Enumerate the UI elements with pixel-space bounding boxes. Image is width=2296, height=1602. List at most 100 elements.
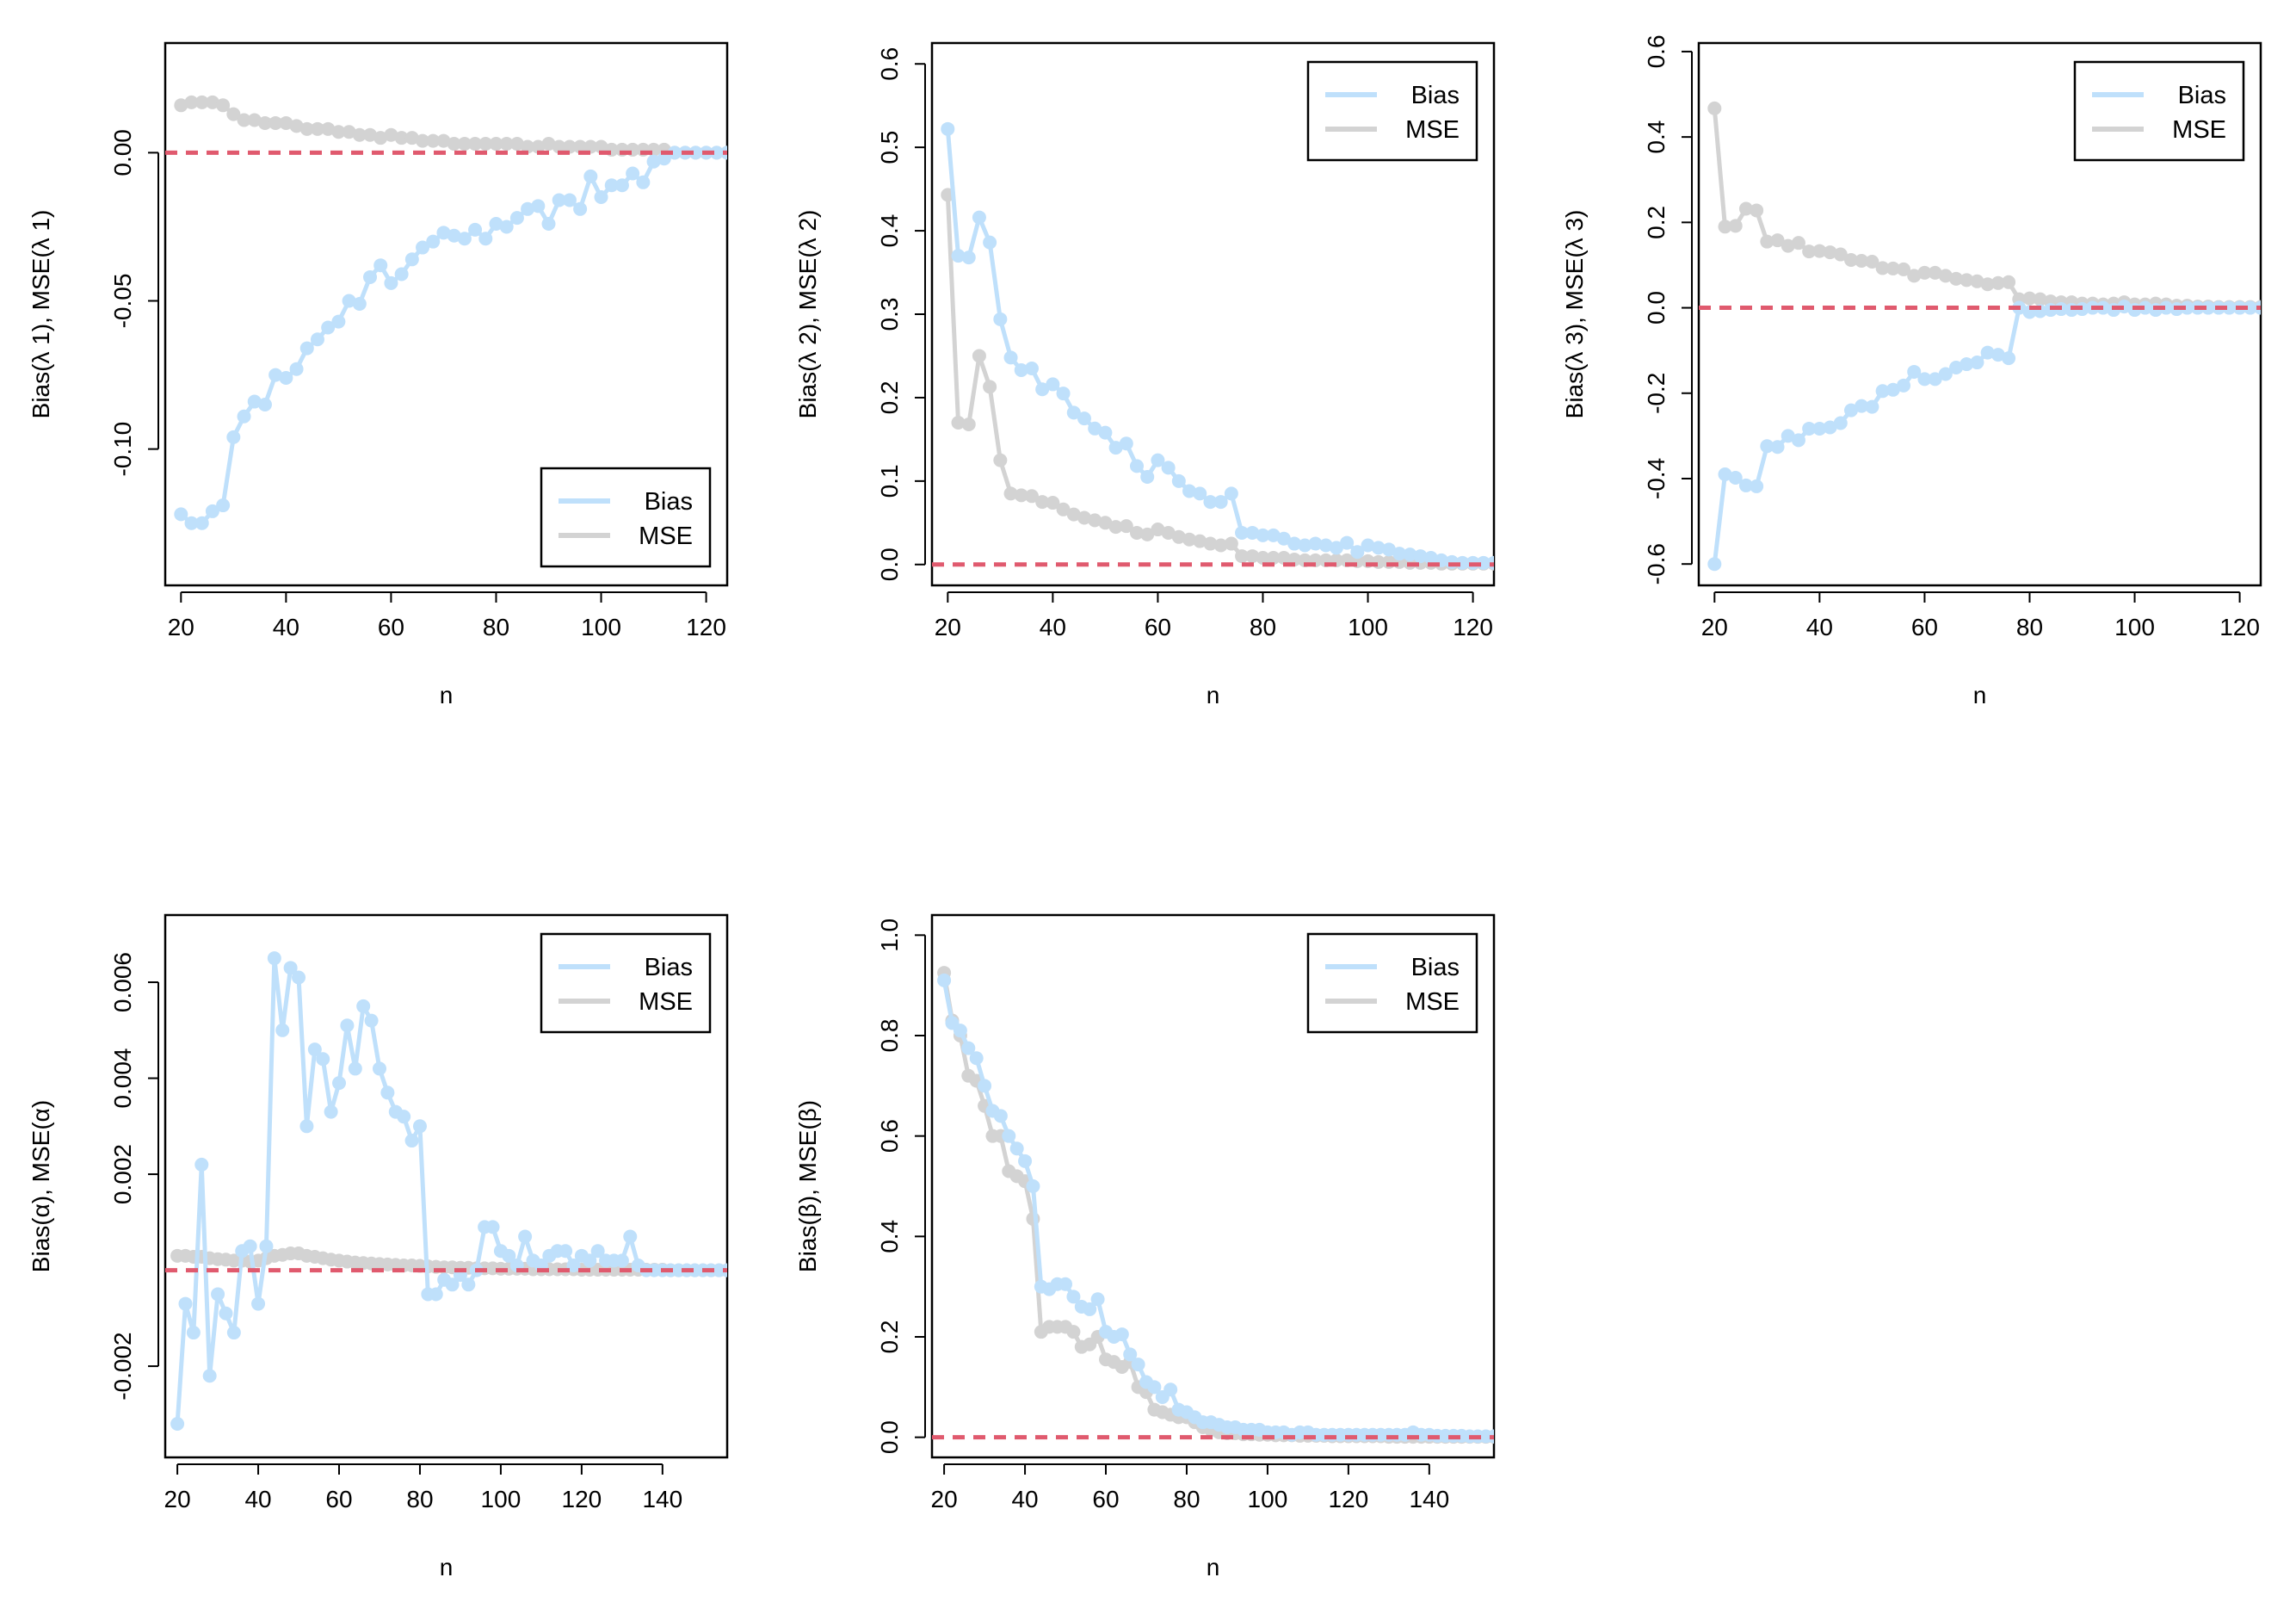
legend-label-bias: Bias: [1411, 82, 1460, 109]
data-point-bias: [226, 430, 241, 444]
data-point-mse: [1203, 536, 1218, 551]
y-tick-label: 0.6: [876, 1119, 903, 1153]
data-point-mse: [1728, 219, 1743, 233]
data-point-bias: [961, 1041, 976, 1055]
data-point-bias: [283, 961, 298, 975]
data-point-bias: [310, 332, 324, 347]
data-point-mse: [1917, 265, 1932, 280]
data-point-bias: [1843, 403, 1858, 418]
data-point-bias: [1163, 1382, 1178, 1397]
data-point-bias: [1928, 372, 1942, 387]
legend-label-mse: MSE: [1405, 988, 1460, 1016]
data-point-bias: [1707, 557, 1722, 572]
data-point-bias: [1171, 473, 1186, 488]
data-point-bias: [541, 217, 556, 231]
data-point-mse: [1907, 269, 1922, 283]
x-tick-label: 120: [686, 614, 726, 640]
data-point-mse: [1823, 245, 1837, 260]
data-point-mse: [1865, 254, 1879, 269]
data-point-mse: [1980, 277, 1995, 292]
data-point-bias: [636, 175, 651, 189]
data-point-bias: [1151, 453, 1165, 467]
x-tick-label: 40: [1040, 614, 1066, 640]
legend-box: [540, 932, 712, 1034]
data-point-bias: [216, 498, 231, 513]
data-point-bias: [983, 235, 997, 250]
data-point-bias: [1108, 441, 1123, 455]
x-tick-label: 40: [273, 614, 299, 640]
data-point-bias: [993, 1109, 1008, 1123]
data-point-mse: [1875, 261, 1890, 275]
data-point-mse: [1770, 233, 1785, 248]
data-point-bias: [1781, 429, 1795, 443]
data-point-bias: [1046, 377, 1060, 392]
data-point-bias: [1245, 525, 1260, 540]
data-point-bias: [1350, 545, 1365, 560]
data-point-mse: [2022, 291, 2037, 306]
data-point-bias: [1392, 547, 1407, 561]
data-point-mse: [1960, 273, 1974, 288]
data-point-bias: [1018, 1154, 1033, 1168]
data-point-mse: [1245, 549, 1260, 564]
data-point-mse: [268, 115, 283, 130]
legend: Bias MSE: [1306, 60, 1478, 162]
data-point-mse: [416, 133, 430, 148]
data-point-bias: [268, 368, 283, 382]
data-point-mse: [1886, 261, 1900, 275]
data-point-bias: [2117, 300, 2132, 314]
data-point-bias: [1059, 1277, 1073, 1291]
data-point-mse: [247, 113, 262, 127]
data-point-bias: [1917, 372, 1932, 387]
data-point-bias: [1738, 478, 1753, 492]
data-point-bias: [1276, 531, 1291, 546]
data-point-mse: [1938, 269, 1953, 283]
data-point-bias: [174, 507, 188, 522]
legend-label-mse: MSE: [639, 523, 693, 550]
data-point-bias: [566, 1258, 581, 1272]
data-point-bias: [237, 409, 251, 424]
legend: Bias MSE: [2073, 60, 2245, 162]
data-point-bias: [194, 516, 209, 530]
data-point-bias: [348, 1061, 362, 1076]
data-point-bias: [1266, 528, 1281, 542]
data-point-bias: [614, 1253, 629, 1268]
data-point-bias: [1056, 387, 1071, 401]
x-tick-label: 140: [642, 1486, 682, 1512]
x-axis-label: n: [440, 1554, 454, 1580]
data-point-mse: [1970, 274, 1984, 288]
data-point-bias: [194, 1157, 209, 1172]
data-point-mse: [299, 121, 314, 136]
data-point-mse: [562, 139, 577, 154]
data-point-mse: [478, 137, 493, 152]
data-point-bias: [186, 1326, 201, 1340]
data-point-mse: [1130, 525, 1145, 540]
data-point-bias: [1949, 361, 1964, 375]
data-point-mse: [394, 131, 409, 145]
data-point-mse: [499, 137, 514, 152]
data-point-mse: [216, 98, 231, 113]
x-axis-label: n: [1207, 682, 1220, 708]
x-tick-label: 80: [1173, 1486, 1200, 1512]
data-point-bias: [1035, 382, 1050, 397]
data-point-bias: [1938, 367, 1953, 381]
data-point-bias: [289, 362, 304, 376]
x-tick-label: 40: [244, 1486, 271, 1512]
data-point-bias: [404, 1134, 419, 1148]
data-point-bias: [478, 232, 493, 246]
data-point-mse: [1707, 101, 1722, 115]
data-point-bias: [2002, 351, 2016, 366]
data-point-bias: [1083, 1302, 1097, 1316]
data-point-bias: [594, 190, 608, 205]
data-point-bias: [953, 1024, 967, 1038]
data-point-mse: [1843, 253, 1858, 267]
data-point-bias: [331, 314, 346, 329]
data-point-bias: [559, 1244, 573, 1259]
data-point-bias: [1077, 411, 1091, 426]
data-point-bias: [307, 1042, 322, 1057]
plot-frame: [164, 41, 729, 587]
data-point-bias: [1886, 382, 1900, 397]
data-point-mse: [1235, 549, 1250, 564]
y-tick-label: 0.6: [876, 47, 903, 81]
data-point-bias: [1009, 1141, 1024, 1156]
chart-panel-3: 20 40 60 80 100 120 -0.6 -0.4 -0.2 0.0 0.2 0.4 0.6 n B…: [1561, 34, 2262, 708]
